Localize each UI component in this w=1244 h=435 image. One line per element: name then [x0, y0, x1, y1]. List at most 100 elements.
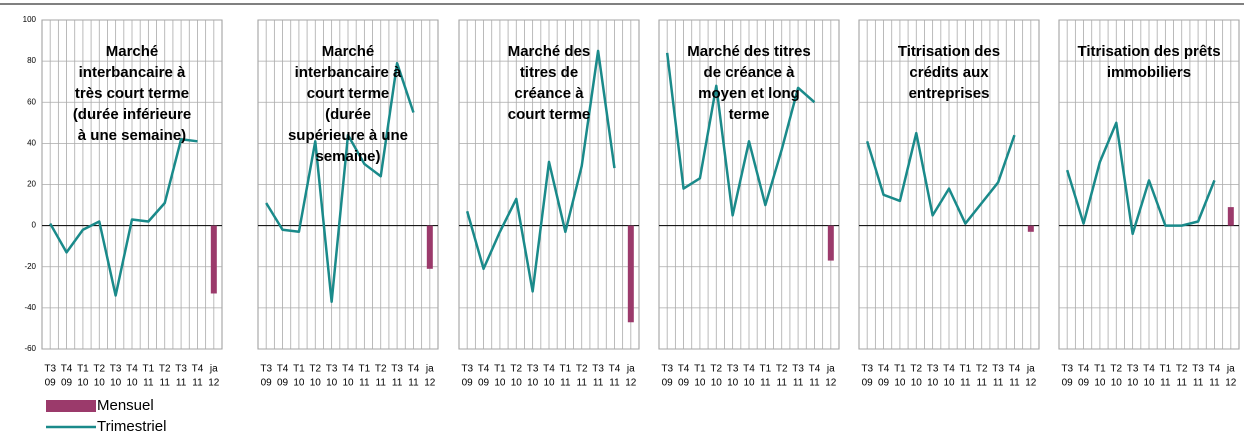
- x-tick-year: 11: [1160, 378, 1171, 389]
- panel-title: Marché des titres: [687, 43, 810, 60]
- x-tick-year: 11: [793, 378, 804, 389]
- x-tick-label: T3: [792, 364, 804, 375]
- x-tick-label: T2: [93, 364, 105, 375]
- x-tick-label: T3: [1061, 364, 1073, 375]
- panel-title: Marché des: [508, 43, 591, 60]
- x-tick-year: 10: [293, 378, 305, 389]
- x-tick-year: 11: [577, 378, 588, 389]
- x-tick-label: T1: [894, 364, 906, 375]
- bar: [210, 225, 217, 294]
- x-tick-year: 10: [711, 378, 723, 389]
- x-tick-year: 11: [560, 378, 571, 389]
- x-tick-year: 11: [192, 378, 203, 389]
- x-tick-label: T2: [910, 364, 922, 375]
- x-tick-year: 10: [94, 378, 106, 389]
- x-tick-year: 10: [1094, 378, 1106, 389]
- x-tick-year: 11: [1209, 378, 1220, 389]
- x-tick-label: ja: [1226, 364, 1235, 375]
- x-tick-label: T4: [543, 364, 555, 375]
- x-tick-label: T4: [478, 364, 490, 375]
- x-tick-year: 11: [143, 378, 154, 389]
- x-tick-label: T4: [878, 364, 890, 375]
- x-tick-label: T4: [943, 364, 955, 375]
- x-tick-year: 11: [160, 378, 171, 389]
- panel-title: interbancaire à: [79, 64, 186, 81]
- x-tick-label: ja: [826, 364, 835, 375]
- x-tick-label: T4: [743, 364, 755, 375]
- x-tick-label: T4: [1143, 364, 1155, 375]
- x-tick-label: T4: [342, 364, 354, 375]
- panel-title: court terme: [508, 106, 591, 123]
- y-tick-label: 60: [27, 97, 36, 106]
- x-tick-year: 09: [878, 378, 890, 389]
- panel-title: titres de: [520, 64, 578, 81]
- x-tick-year: 11: [176, 378, 187, 389]
- x-tick-year: 10: [126, 378, 138, 389]
- x-tick-year: 11: [1193, 378, 1204, 389]
- x-tick-year: 10: [326, 378, 338, 389]
- x-tick-label: T4: [277, 364, 289, 375]
- x-tick-year: 11: [977, 378, 988, 389]
- x-tick-year: 10: [743, 378, 755, 389]
- x-tick-year: 09: [478, 378, 490, 389]
- x-tick-label: T3: [461, 364, 473, 375]
- x-tick-label: T4: [1078, 364, 1090, 375]
- line: [1065, 121, 1216, 236]
- y-tick-label: 100: [23, 15, 37, 24]
- y-tick-label: 40: [27, 138, 36, 147]
- x-tick-label: T4: [192, 364, 204, 375]
- x-tick-year: 12: [208, 378, 220, 389]
- x-tick-label: T2: [976, 364, 988, 375]
- legend-label: Mensuel: [97, 397, 154, 414]
- line: [465, 49, 616, 293]
- x-tick-label: ja: [1026, 364, 1035, 375]
- x-tick-year: 10: [494, 378, 506, 389]
- bar: [426, 225, 433, 269]
- line: [49, 138, 198, 297]
- x-tick-year: 10: [1111, 378, 1123, 389]
- panel-title: Marché: [106, 43, 159, 60]
- x-tick-label: T4: [1009, 364, 1021, 375]
- x-tick-year: 09: [662, 378, 674, 389]
- x-tick-year: 11: [809, 378, 820, 389]
- x-tick-year: 09: [1062, 378, 1074, 389]
- x-tick-label: T3: [326, 364, 338, 375]
- x-tick-label: T4: [809, 364, 821, 375]
- panel-title: Marché: [322, 43, 375, 60]
- x-tick-label: T1: [1094, 364, 1106, 375]
- x-tick-label: T3: [1127, 364, 1139, 375]
- x-tick-label: T2: [159, 364, 171, 375]
- panel-title: (durée inférieure: [73, 106, 191, 123]
- x-tick-year: 09: [462, 378, 474, 389]
- x-tick-label: T2: [309, 364, 321, 375]
- x-tick-year: 09: [45, 378, 57, 389]
- bar: [627, 225, 634, 323]
- x-tick-label: T3: [861, 364, 873, 375]
- x-tick-year: 10: [77, 378, 89, 389]
- x-tick-year: 11: [1177, 378, 1188, 389]
- x-tick-year: 12: [1025, 378, 1037, 389]
- bar: [1027, 225, 1034, 232]
- panel-title: interbancaire à: [295, 64, 402, 81]
- x-tick-label: T2: [1110, 364, 1122, 375]
- x-tick-year: 10: [543, 378, 555, 389]
- x-tick-label: T2: [510, 364, 522, 375]
- x-tick-year: 11: [1009, 378, 1020, 389]
- panel-title: de créance à: [704, 64, 796, 81]
- x-tick-year: 10: [927, 378, 939, 389]
- y-tick-label: 0: [32, 221, 37, 230]
- x-tick-label: T3: [1192, 364, 1204, 375]
- x-tick-label: T1: [77, 364, 89, 375]
- panel-title: créance à: [514, 85, 584, 102]
- panel-title: entreprises: [909, 85, 990, 102]
- line: [665, 52, 816, 217]
- panel-title: semaine): [315, 148, 380, 165]
- x-tick-label: T3: [527, 364, 539, 375]
- x-tick-label: T2: [576, 364, 588, 375]
- x-tick-label: T3: [175, 364, 187, 375]
- panel-title: moyen et long: [698, 85, 800, 102]
- x-tick-year: 10: [310, 378, 322, 389]
- x-tick-label: T3: [661, 364, 673, 375]
- x-tick-year: 11: [609, 378, 620, 389]
